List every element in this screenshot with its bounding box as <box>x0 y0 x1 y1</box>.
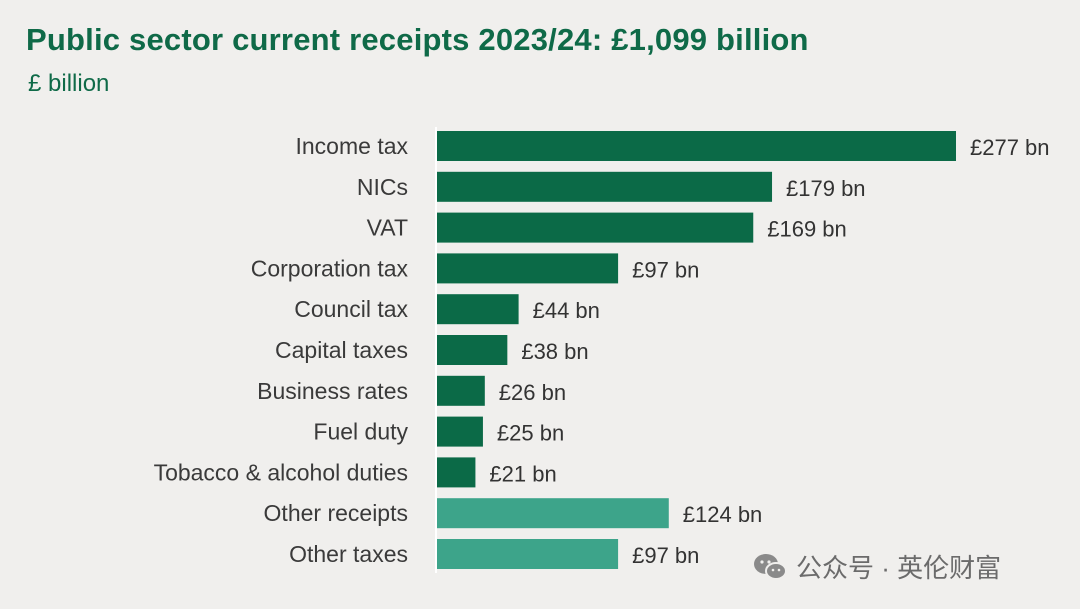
value-labels-group: £277 bn £179 bn £169 bn £97 bn £44 bn £38 bn £… <box>489 135 1049 568</box>
category-label-3: Corporation tax <box>251 255 409 281</box>
value-label-3: £97 bn <box>632 257 699 282</box>
value-label-7: £25 bn <box>497 421 564 446</box>
value-label-2: £169 bn <box>767 217 847 242</box>
category-label-8: Tobacco & alcohol duties <box>154 459 408 485</box>
category-label-1: NICs <box>357 174 408 200</box>
chart-title: Public sector current receipts 2023/24: … <box>26 22 809 57</box>
bar-10 <box>436 539 619 569</box>
bar-1 <box>436 171 773 202</box>
bar-4 <box>436 294 519 325</box>
category-label-7: Fuel duty <box>313 419 408 445</box>
bar-5 <box>436 335 508 365</box>
watermark: 公众号 · 英伦财富 <box>752 548 1001 585</box>
wechat-icon <box>754 553 787 580</box>
value-label-10: £97 bn <box>632 543 699 568</box>
value-label-4: £44 bn <box>533 298 600 323</box>
watermark-text: 公众号 · 英伦财富 <box>796 553 1002 583</box>
value-label-1: £179 bn <box>786 176 866 201</box>
value-label-5: £38 bn <box>521 339 588 364</box>
bar-9 <box>436 498 669 529</box>
category-label-9: Other receipts <box>264 500 408 526</box>
unit-label: £ billion <box>28 70 110 97</box>
value-label-9: £124 bn <box>683 502 763 527</box>
value-label-6: £26 bn <box>499 380 566 405</box>
bar-0 <box>436 131 956 161</box>
category-label-10: Other taxes <box>289 541 408 567</box>
bar-6 <box>436 375 485 406</box>
bar-3 <box>436 253 619 284</box>
category-label-4: Council tax <box>294 296 408 322</box>
category-labels-group: Income tax NICs VAT Corporation tax Council … <box>154 133 409 567</box>
value-label-8: £21 bn <box>489 461 556 486</box>
bar-2 <box>436 212 754 243</box>
category-label-5: Capital taxes <box>275 337 408 363</box>
category-label-2: VAT <box>367 215 408 241</box>
category-label-6: Business rates <box>257 378 408 404</box>
bars-group <box>436 131 956 569</box>
value-label-0: £277 bn <box>970 135 1050 160</box>
bar-7 <box>436 416 483 447</box>
bar-8 <box>436 457 476 488</box>
category-label-0: Income tax <box>296 133 409 159</box>
